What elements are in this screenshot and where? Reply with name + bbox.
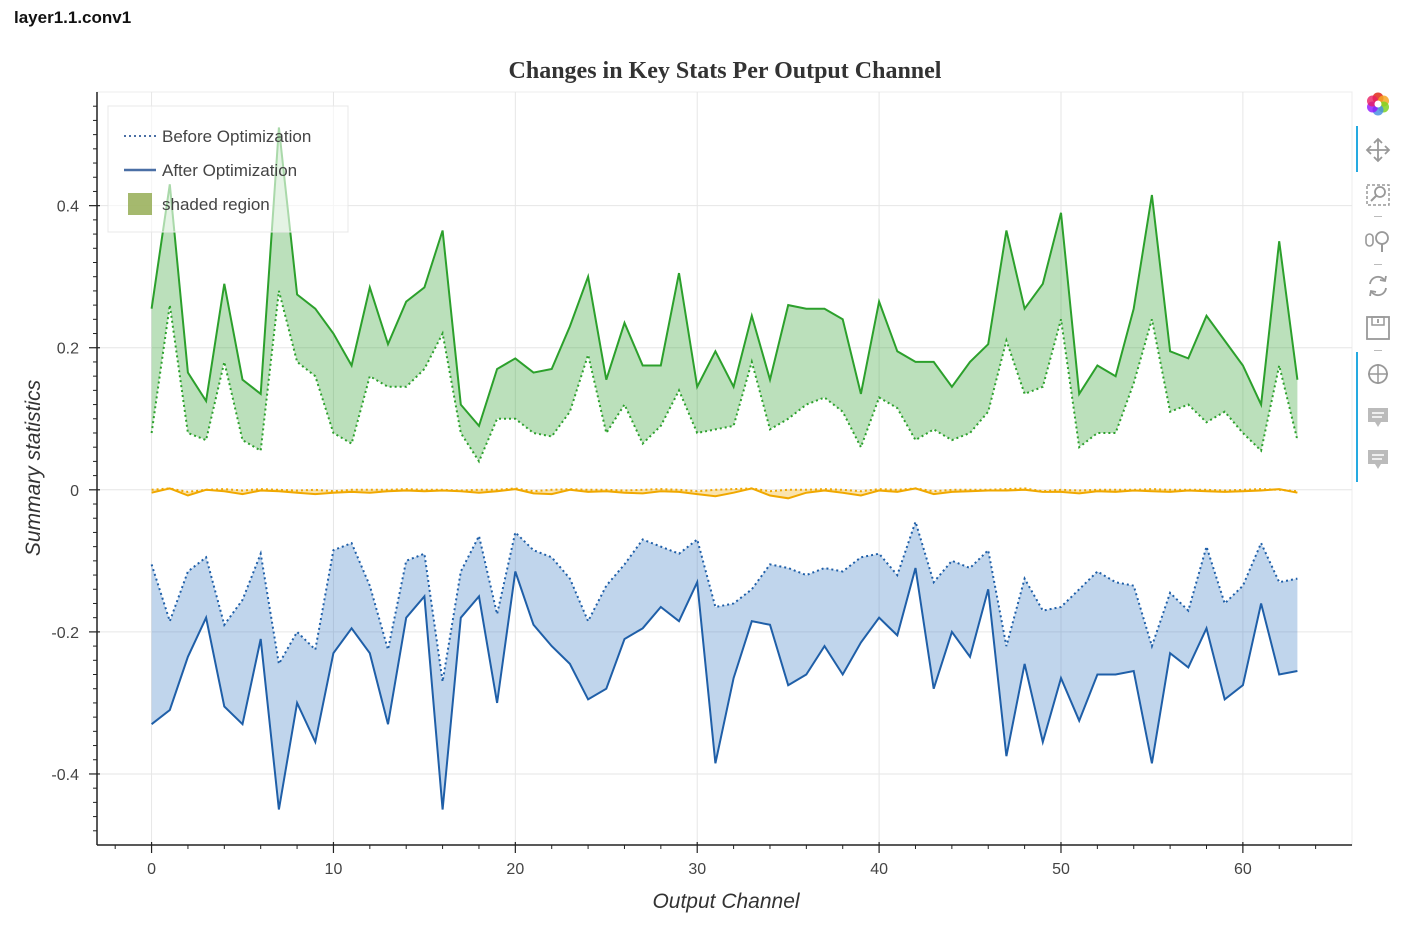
line-after-max: [150, 127, 1299, 428]
toolbar-separator: [1374, 350, 1382, 351]
x-tick-label: 10: [325, 861, 343, 878]
hover-icon[interactable]: [1364, 404, 1392, 432]
x-tick-label: 20: [506, 861, 524, 878]
legend: Before Optimization After Optimization s…: [107, 105, 349, 233]
legend-swatch-shaded: [128, 193, 152, 215]
shaded-region-min: [151, 521, 1298, 810]
chart-title: Changes in Key Stats Per Output Channel: [509, 58, 942, 84]
line-after-mean: [151, 487, 1298, 500]
x-tick-label: 60: [1234, 861, 1252, 878]
crosshair-icon[interactable]: [1364, 360, 1392, 388]
legend-label-before: Before Optimization: [162, 127, 311, 146]
pan-icon[interactable]: [1364, 136, 1392, 164]
line-before-min: [150, 518, 1298, 682]
save-icon[interactable]: [1364, 314, 1392, 342]
wheel-zoom-icon[interactable]: [1364, 226, 1392, 254]
legend-label-shaded: shaded region: [162, 195, 270, 214]
x-axis-label: Output Channel: [652, 890, 800, 913]
toolbar-separator: [1374, 216, 1382, 217]
y-tick-label: 0.4: [57, 199, 79, 216]
y-tick-label: 0.2: [57, 341, 79, 358]
line-before-mean: [151, 487, 1298, 493]
series-lines: [150, 127, 1299, 810]
hover-icon-2[interactable]: [1364, 446, 1392, 474]
line-before-max: [150, 290, 1299, 464]
y-tick-label: -0.4: [51, 767, 79, 784]
toolbar-separator: [1374, 264, 1382, 265]
toolbar-active-indicator-drag: [1356, 126, 1358, 172]
box-zoom-icon[interactable]: [1364, 180, 1392, 208]
x-tick-label: 40: [870, 861, 888, 878]
shaded-region-mean: [151, 488, 1298, 499]
x-tick-label: 30: [688, 861, 706, 878]
chart-toolbar: [1356, 86, 1398, 486]
page-heading: layer1.1.conv1: [14, 8, 132, 27]
y-axis-label: Summary statistics: [22, 379, 45, 556]
line-after-min: [150, 567, 1298, 810]
y-tick-label: 0: [70, 483, 79, 500]
x-tick-label: 0: [147, 861, 156, 878]
bokeh-logo-icon[interactable]: [1364, 90, 1392, 118]
y-tick-label: -0.2: [51, 625, 79, 642]
x-tick-label: 50: [1052, 861, 1070, 878]
legend-label-after: After Optimization: [162, 161, 297, 180]
toolbar-active-indicator-inspect: [1356, 352, 1358, 482]
axes: 0 10 20 30 40 50 60 -0.4 -0.2 0 0.2 0.4: [51, 92, 1352, 878]
reset-icon[interactable]: [1364, 272, 1392, 300]
